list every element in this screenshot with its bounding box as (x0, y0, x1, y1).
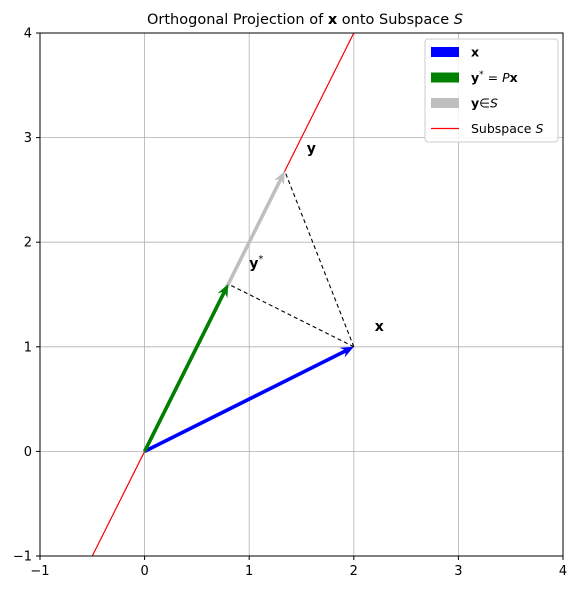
y-tick-label: 3 (24, 131, 32, 146)
y-tick-label: 4 (24, 27, 32, 42)
chart-title: Orthogonal Projection of x onto Subspace… (147, 12, 463, 28)
title-bold: x (328, 12, 338, 28)
title-middle: onto Subspace (337, 12, 454, 28)
legend: x y* = Px y∈S Subspace S (424, 38, 559, 143)
x-tick-label: −1 (30, 564, 49, 579)
ticks: −1 0 1 2 3 4 −1 0 1 2 3 4 (13, 27, 567, 580)
legend-ystar-swatch (431, 72, 459, 83)
legend-y-label: y∈S (471, 96, 498, 111)
legend-subspace-label: Subspace S (471, 121, 543, 136)
annotation-y: y (307, 141, 316, 157)
y-tick-label: −1 (13, 550, 32, 565)
y-tick-label: 2 (24, 236, 32, 251)
plot-frame (39, 32, 564, 557)
dashed-line (284, 170, 355, 348)
legend-subspace: Subspace S (431, 121, 543, 136)
vector-ystar-arrow (142, 284, 229, 453)
dashed-line (228, 283, 355, 348)
x-tick-label: 4 (559, 564, 567, 579)
annotation-ystar: y* (249, 254, 263, 272)
annotation-x: x (375, 319, 384, 335)
y-tick-label: 1 (24, 340, 32, 355)
vector-x-arrow (143, 346, 354, 454)
vectors (142, 171, 354, 454)
x-tick-label: 3 (454, 564, 462, 579)
legend-y-swatch (431, 98, 459, 108)
subspace-layer (91, 33, 355, 556)
y-tick-label: 0 (24, 445, 32, 460)
title-italic: S (454, 12, 463, 28)
subspace-line (91, 33, 355, 556)
legend-x-swatch (431, 47, 459, 57)
legend-ystar-label: y* = Px (471, 70, 518, 85)
x-tick-label: 0 (140, 564, 148, 579)
legend-y: y∈S (431, 96, 498, 111)
legend-ystar: y* = Px (431, 70, 518, 85)
annotations: x y y* (249, 141, 384, 335)
x-tick-label: 2 (350, 564, 358, 579)
x-tick-label: 1 (245, 564, 253, 579)
dashed-lines (228, 170, 355, 348)
legend-x-label: x (471, 45, 479, 60)
legend-x: x (431, 45, 479, 60)
title-prefix: Orthogonal Projection of (147, 12, 328, 28)
legend-frame (424, 38, 559, 143)
